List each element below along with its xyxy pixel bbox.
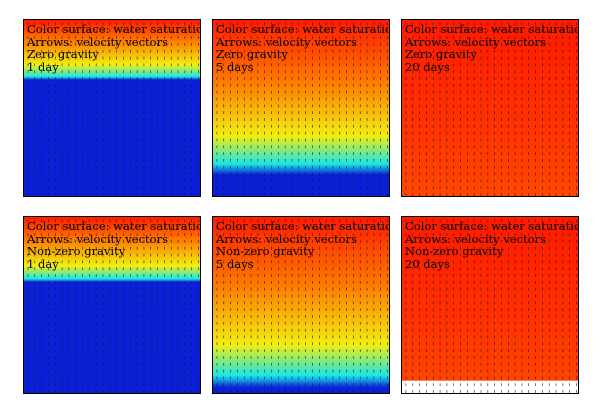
panel-caption: Color surface: water saturation Arrows: …: [405, 219, 579, 271]
panel-non-zero-gravity-20-days: Color surface: water saturation Arrows: …: [401, 216, 579, 394]
velocity-vectors: [27, 219, 199, 393]
velocity-vectors: [27, 22, 199, 196]
saturation-surface: [213, 217, 389, 393]
saturation-fill: [213, 217, 389, 393]
saturation-surface: [402, 20, 578, 196]
caption-line-1: Color surface: water saturation: [27, 219, 201, 233]
saturation-fill: [402, 217, 578, 393]
caption-line-4: 5 days: [216, 59, 254, 74]
velocity-vectors: [405, 219, 577, 393]
panel-caption: Color surface: water saturation Arrows: …: [27, 22, 201, 74]
panel-zero-gravity-20-days: Color surface: water saturation Arrows: …: [401, 19, 579, 197]
caption-line-1: Color surface: water saturation: [216, 219, 390, 233]
panel-non-zero-gravity-5-days: Color surface: water saturation Arrows: …: [212, 216, 390, 394]
caption-line-4: 20 days: [405, 256, 450, 271]
caption-line-2: Arrows: velocity vectors: [216, 34, 357, 49]
panel-zero-gravity-5-days: Color surface: water saturation Arrows: …: [212, 19, 390, 197]
velocity-vectors: [405, 22, 577, 196]
caption-line-3: Zero gravity: [27, 47, 99, 61]
saturation-fill: [213, 20, 389, 196]
caption-line-3: Non-zero gravity: [405, 244, 504, 258]
saturation-fill: [402, 20, 578, 196]
caption-line-3: Non-zero gravity: [216, 244, 315, 258]
dry-band: [402, 380, 578, 393]
saturation-surface: [24, 217, 200, 393]
caption-line-4: 20 days: [405, 59, 450, 74]
caption-line-4: 1 day: [27, 256, 59, 271]
caption-line-1: Color surface: water saturation: [405, 22, 579, 36]
caption-line-1: Color surface: water saturation: [216, 22, 390, 36]
velocity-vectors: [216, 219, 388, 393]
caption-line-4: 5 days: [216, 256, 254, 271]
caption-line-3: Zero gravity: [216, 47, 288, 61]
panel-caption: Color surface: water saturation Arrows: …: [216, 219, 390, 271]
caption-line-4: 1 day: [27, 59, 59, 74]
panel-non-zero-gravity-1-day: Color surface: water saturation Arrows: …: [23, 216, 201, 394]
caption-line-2: Arrows: velocity vectors: [27, 231, 168, 246]
caption-line-3: Non-zero gravity: [27, 244, 126, 258]
panel-caption: Color surface: water saturation Arrows: …: [405, 22, 579, 74]
caption-line-1: Color surface: water saturation: [405, 219, 579, 233]
caption-line-2: Arrows: velocity vectors: [405, 34, 546, 49]
saturation-surface: [213, 20, 389, 196]
panel-caption: Color surface: water saturation Arrows: …: [216, 22, 390, 74]
panel-caption: Color surface: water saturation Arrows: …: [27, 219, 201, 271]
caption-line-2: Arrows: velocity vectors: [27, 34, 168, 49]
saturation-fill: [24, 20, 200, 196]
velocity-vectors: [216, 22, 388, 196]
caption-line-1: Color surface: water saturation: [27, 22, 201, 36]
saturation-fill: [24, 217, 200, 393]
saturation-surface: [24, 20, 200, 196]
panel-zero-gravity-1-day: Color surface: water saturation Arrows: …: [23, 19, 201, 197]
caption-line-2: Arrows: velocity vectors: [216, 231, 357, 246]
caption-line-2: Arrows: velocity vectors: [405, 231, 546, 246]
caption-line-3: Zero gravity: [405, 47, 477, 61]
saturation-surface: [402, 217, 578, 393]
